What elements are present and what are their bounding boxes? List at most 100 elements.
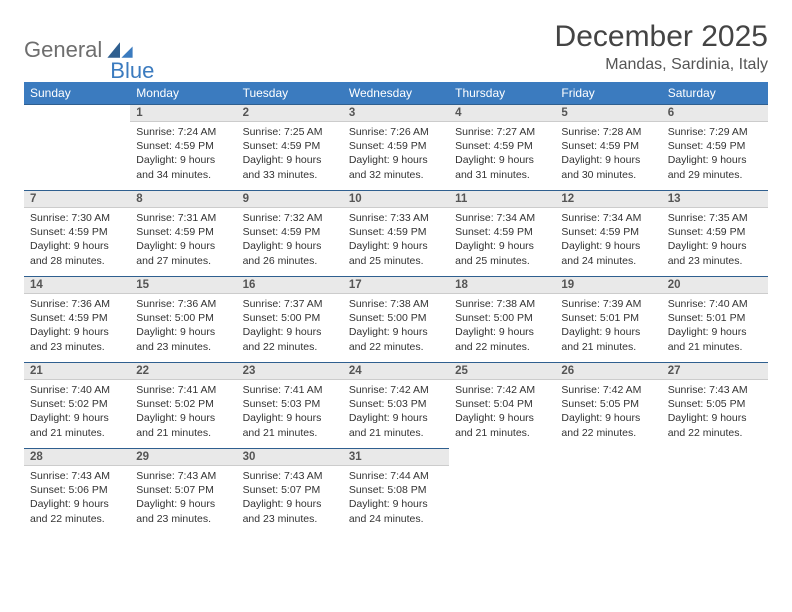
sunrise-line: Sunrise: 7:28 AM (561, 125, 655, 139)
sunset-line: Sunset: 4:59 PM (243, 139, 337, 153)
day-info: Sunrise: 7:32 AMSunset: 4:59 PMDaylight:… (237, 208, 343, 268)
calendar-day-cell: 17Sunrise: 7:38 AMSunset: 5:00 PMDayligh… (343, 276, 449, 362)
weekday-header: Sunday (24, 82, 130, 104)
sunset-line: Sunset: 5:08 PM (349, 483, 443, 497)
day-number: 5 (555, 104, 661, 122)
sunset-line: Sunset: 5:01 PM (561, 311, 655, 325)
calendar-day-cell: 12 Sunrise: 7:34 AMSunset: 4:59 PMDayligh… (555, 190, 661, 276)
sunset-line: Sunset: 5:02 PM (30, 397, 124, 411)
day-number: 11 (449, 190, 555, 208)
day-info: Sunrise: 7:38 AMSunset: 5:00 PMDaylight:… (449, 294, 555, 354)
header: General Blue December 2025 Mandas, Sardi… (24, 20, 768, 74)
day-number: 19 (555, 276, 661, 294)
sunset-line: Sunset: 5:02 PM (136, 397, 230, 411)
sunset-line: Sunset: 5:01 PM (668, 311, 762, 325)
daylight-line: Daylight: 9 hours and 21 minutes. (243, 411, 337, 439)
day-info: Sunrise: 7:42 AMSunset: 5:04 PMDaylight:… (449, 380, 555, 440)
empty-day-header (24, 104, 130, 123)
sunset-line: Sunset: 4:59 PM (561, 139, 655, 153)
sunset-line: Sunset: 4:59 PM (30, 311, 124, 325)
daylight-line: Daylight: 9 hours and 31 minutes. (455, 153, 549, 181)
sunrise-line: Sunrise: 7:41 AM (243, 383, 337, 397)
daylight-line: Daylight: 9 hours and 24 minutes. (349, 497, 443, 525)
sunrise-line: Sunrise: 7:30 AM (30, 211, 124, 225)
day-number: 1 (130, 104, 236, 122)
day-info: Sunrise: 7:37 AMSunset: 5:00 PMDaylight:… (237, 294, 343, 354)
day-info: Sunrise: 7:42 AMSunset: 5:05 PMDaylight:… (555, 380, 661, 440)
weekday-header: Monday (130, 82, 236, 104)
weekday-header: Friday (555, 82, 661, 104)
calendar-day-cell: 6Sunrise: 7:29 AMSunset: 4:59 PMDaylight… (662, 104, 768, 190)
daylight-line: Daylight: 9 hours and 33 minutes. (243, 153, 337, 181)
sunrise-line: Sunrise: 7:44 AM (349, 469, 443, 483)
day-number: 8 (130, 190, 236, 208)
sunrise-line: Sunrise: 7:39 AM (561, 297, 655, 311)
logo: General Blue (24, 20, 154, 74)
daylight-line: Daylight: 9 hours and 21 minutes. (561, 325, 655, 353)
sunrise-line: Sunrise: 7:26 AM (349, 125, 443, 139)
calendar-day-cell: 14Sunrise: 7:36 AMSunset: 4:59 PMDayligh… (24, 276, 130, 362)
daylight-line: Daylight: 9 hours and 21 minutes. (455, 411, 549, 439)
sunrise-line: Sunrise: 7:27 AM (455, 125, 549, 139)
calendar-day-cell: 5Sunrise: 7:28 AMSunset: 4:59 PMDaylight… (555, 104, 661, 190)
sunset-line: Sunset: 4:59 PM (136, 139, 230, 153)
calendar-day-cell: 23Sunrise: 7:41 AMSunset: 5:03 PMDayligh… (237, 362, 343, 448)
day-number: 3 (343, 104, 449, 122)
daylight-line: Daylight: 9 hours and 23 minutes. (136, 325, 230, 353)
daylight-line: Daylight: 9 hours and 22 minutes. (455, 325, 549, 353)
calendar-day-cell: 10Sunrise: 7:33 AMSunset: 4:59 PMDayligh… (343, 190, 449, 276)
sunrise-line: Sunrise: 7:42 AM (561, 383, 655, 397)
day-number: 14 (24, 276, 130, 294)
sunset-line: Sunset: 5:00 PM (243, 311, 337, 325)
day-number: 20 (662, 276, 768, 294)
daylight-line: Daylight: 9 hours and 21 minutes. (349, 411, 443, 439)
sunrise-line: Sunrise: 7:24 AM (136, 125, 230, 139)
sunset-line: Sunset: 5:00 PM (455, 311, 549, 325)
daylight-line: Daylight: 9 hours and 21 minutes. (136, 411, 230, 439)
sunrise-line: Sunrise: 7:40 AM (30, 383, 124, 397)
day-info: Sunrise: 7:28 AMSunset: 4:59 PMDaylight:… (555, 122, 661, 182)
calendar-day-cell: 29Sunrise: 7:43 AMSunset: 5:07 PMDayligh… (130, 448, 236, 534)
day-number: 30 (237, 448, 343, 466)
sunset-line: Sunset: 5:07 PM (136, 483, 230, 497)
calendar-week-row: 21Sunrise: 7:40 AMSunset: 5:02 PMDayligh… (24, 362, 768, 448)
day-number: 12 (555, 190, 661, 208)
calendar-day-cell: 26Sunrise: 7:42 AMSunset: 5:05 PMDayligh… (555, 362, 661, 448)
day-info: Sunrise: 7:43 AMSunset: 5:05 PMDaylight:… (662, 380, 768, 440)
calendar-week-row: 7Sunrise: 7:30 AMSunset: 4:59 PMDaylight… (24, 190, 768, 276)
day-number: 31 (343, 448, 449, 466)
calendar-empty-cell (449, 448, 555, 534)
sunset-line: Sunset: 4:59 PM (561, 225, 655, 239)
day-number: 4 (449, 104, 555, 122)
sunrise-line: Sunrise: 7:43 AM (243, 469, 337, 483)
weekday-header: Thursday (449, 82, 555, 104)
sunset-line: Sunset: 4:59 PM (455, 225, 549, 239)
sunrise-line: Sunrise: 7:34 AM (561, 211, 655, 225)
daylight-line: Daylight: 9 hours and 23 minutes. (668, 239, 762, 267)
sunset-line: Sunset: 4:59 PM (243, 225, 337, 239)
calendar-day-cell: 2Sunrise: 7:25 AMSunset: 4:59 PMDaylight… (237, 104, 343, 190)
calendar-day-cell: 1Sunrise: 7:24 AMSunset: 4:59 PMDaylight… (130, 104, 236, 190)
sunrise-line: Sunrise: 7:25 AM (243, 125, 337, 139)
daylight-line: Daylight: 9 hours and 22 minutes. (30, 497, 124, 525)
calendar-day-cell: 24Sunrise: 7:42 AMSunset: 5:03 PMDayligh… (343, 362, 449, 448)
daylight-line: Daylight: 9 hours and 23 minutes. (30, 325, 124, 353)
day-number: 6 (662, 104, 768, 122)
day-info: Sunrise: 7:39 AMSunset: 5:01 PMDaylight:… (555, 294, 661, 354)
daylight-line: Daylight: 9 hours and 25 minutes. (455, 239, 549, 267)
calendar-week-row: 1Sunrise: 7:24 AMSunset: 4:59 PMDaylight… (24, 104, 768, 190)
logo-text-general: General (24, 37, 102, 63)
calendar-empty-cell (24, 104, 130, 190)
day-info: Sunrise: 7:26 AMSunset: 4:59 PMDaylight:… (343, 122, 449, 182)
day-number: 18 (449, 276, 555, 294)
calendar-week-row: 14Sunrise: 7:36 AMSunset: 4:59 PMDayligh… (24, 276, 768, 362)
day-info: Sunrise: 7:33 AMSunset: 4:59 PMDaylight:… (343, 208, 449, 268)
day-info: Sunrise: 7:41 AMSunset: 5:02 PMDaylight:… (130, 380, 236, 440)
day-number: 15 (130, 276, 236, 294)
sunrise-line: Sunrise: 7:36 AM (136, 297, 230, 311)
calendar-day-cell: 15Sunrise: 7:36 AMSunset: 5:00 PMDayligh… (130, 276, 236, 362)
daylight-line: Daylight: 9 hours and 24 minutes. (561, 239, 655, 267)
day-number: 28 (24, 448, 130, 466)
daylight-line: Daylight: 9 hours and 22 minutes. (668, 411, 762, 439)
calendar-day-cell: 3Sunrise: 7:26 AMSunset: 4:59 PMDaylight… (343, 104, 449, 190)
